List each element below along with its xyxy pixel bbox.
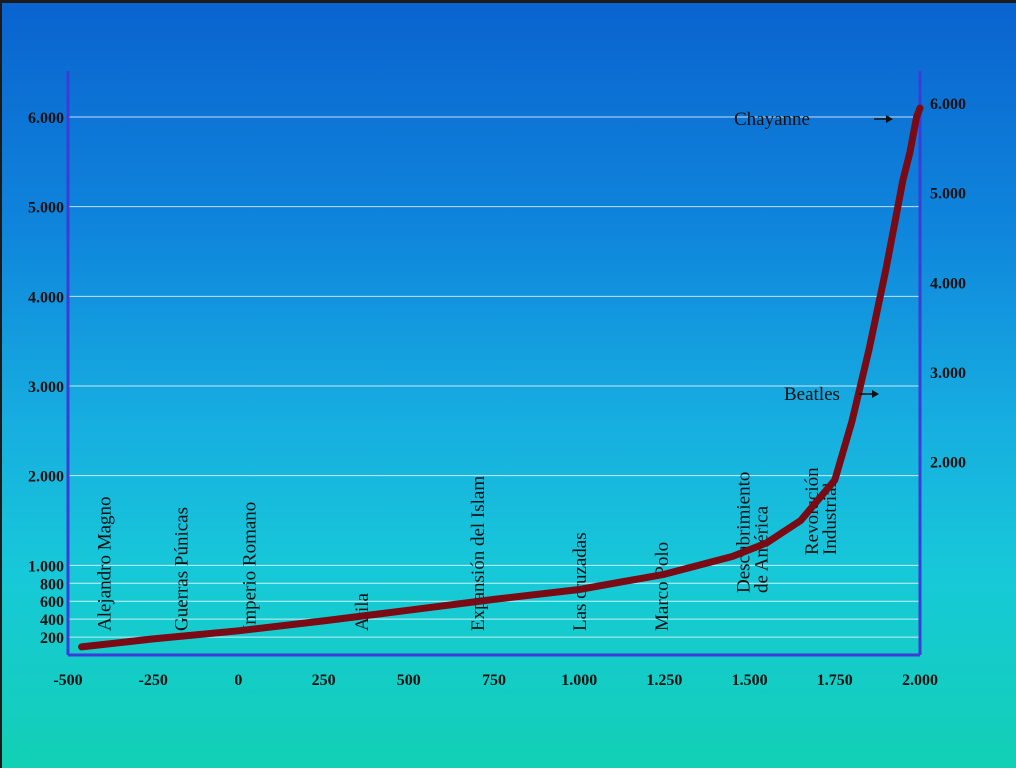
series-layer (82, 108, 921, 647)
series-line (82, 108, 920, 647)
y-tick-label-left: 1.000 (28, 558, 64, 575)
y-tick-label-left: 2.000 (28, 469, 64, 486)
x-tick-label: 2.000 (902, 672, 938, 689)
y-tick-label-right: 5.000 (930, 186, 966, 203)
x-tick-label: 250 (312, 672, 336, 689)
y-tick-labels-right: 2.000 3.000 4.000 5.000 6.000 (930, 96, 966, 472)
svg-text:Expansión del Islam: Expansión del Islam (468, 476, 489, 631)
callout-chayanne: Chayanne (734, 109, 810, 130)
axes (68, 71, 920, 655)
x-tick-label: -500 (53, 672, 82, 689)
event-label: Marco Polo (652, 542, 673, 631)
grid-lines (68, 117, 920, 637)
event-label: Descubrimientode América (734, 472, 773, 593)
event-label: Expansión del Islam (468, 476, 489, 631)
y-tick-label-left: 200 (40, 630, 64, 647)
svg-text:Guerras Púnicas: Guerras Púnicas (171, 507, 192, 631)
x-tick-label: 1.250 (646, 672, 682, 689)
svg-text:Descubrimientode América: Descubrimientode América (734, 472, 773, 593)
y-tick-label-left: 5.000 (28, 200, 64, 217)
x-tick-label: 1.500 (732, 672, 768, 689)
x-tick-label: 0 (234, 672, 242, 689)
arrow-icon (874, 115, 893, 123)
y-tick-label-right: 6.000 (930, 96, 966, 113)
svg-text:Alejandro Magno: Alejandro Magno (95, 496, 116, 631)
event-label: Imperio Romano (239, 502, 260, 631)
y-tick-label-right: 2.000 (930, 455, 966, 472)
y-tick-label-left: 400 (40, 612, 64, 629)
y-tick-label-left: 6.000 (28, 110, 64, 127)
callout-beatles: Beatles (784, 384, 840, 405)
population-line-chart: -500 -250 0 250 500 750 1.000 1.250 1.500 1.750 2.… (2, 3, 1016, 771)
x-tick-label: -250 (139, 672, 168, 689)
x-tick-label: 1.000 (561, 672, 597, 689)
y-tick-label-right: 4.000 (930, 275, 966, 292)
x-tick-label: 500 (397, 672, 421, 689)
y-tick-label-left: 600 (40, 594, 64, 611)
y-tick-label-left: 800 (40, 576, 64, 593)
svg-text:Imperio Romano: Imperio Romano (239, 502, 260, 631)
svg-text:Las cruzadas: Las cruzadas (570, 532, 591, 631)
x-tick-label: 750 (482, 672, 506, 689)
event-label: Las cruzadas (570, 532, 591, 631)
x-tick-labels: -500 -250 0 250 500 750 1.000 1.250 1.500 1.750 2.… (53, 672, 938, 689)
y-tick-label-right: 3.000 (930, 365, 966, 382)
x-tick-label: 1.750 (817, 672, 853, 689)
svg-text:Marco Polo: Marco Polo (652, 542, 673, 631)
event-label: Alejandro Magno (95, 496, 116, 631)
y-tick-label-left: 4.000 (28, 289, 64, 306)
y-tick-label-left: 3.000 (28, 379, 64, 396)
event-labels: Alejandro Magno Guerras Púnicas Imperio Ro… (95, 467, 841, 631)
event-label: Guerras Púnicas (171, 507, 192, 631)
